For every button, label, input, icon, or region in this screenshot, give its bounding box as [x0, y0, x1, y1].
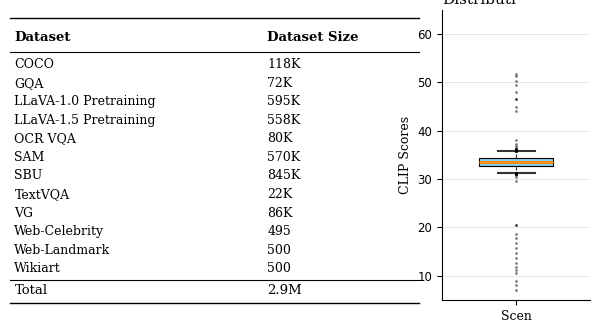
Text: VG: VG — [14, 207, 33, 219]
Text: 495: 495 — [268, 225, 291, 238]
Text: Web-Landmark: Web-Landmark — [14, 244, 111, 257]
Text: GQA: GQA — [14, 77, 44, 90]
Text: 86K: 86K — [268, 207, 293, 219]
Text: SBU: SBU — [14, 170, 43, 183]
Text: 2.9M: 2.9M — [268, 284, 302, 297]
Text: LLaVA-1.0 Pretraining: LLaVA-1.0 Pretraining — [14, 95, 156, 108]
Text: 22K: 22K — [268, 188, 293, 201]
Text: Dataset: Dataset — [14, 31, 71, 44]
Text: Total: Total — [14, 284, 48, 297]
Text: COCO: COCO — [14, 58, 54, 71]
Text: Distributi: Distributi — [442, 0, 516, 7]
Text: Wikiart: Wikiart — [14, 262, 61, 275]
Text: 500: 500 — [268, 262, 291, 275]
Text: 558K: 558K — [268, 114, 301, 127]
Text: Web-Celebrity: Web-Celebrity — [14, 225, 104, 238]
Text: SAM: SAM — [14, 151, 45, 164]
Text: 595K: 595K — [268, 95, 300, 108]
Text: Dataset Size: Dataset Size — [268, 31, 359, 44]
Text: 72K: 72K — [268, 77, 293, 90]
Y-axis label: CLIP Scores: CLIP Scores — [399, 116, 412, 194]
Text: 118K: 118K — [268, 58, 301, 71]
Text: TextVQA: TextVQA — [14, 188, 70, 201]
Text: OCR VQA: OCR VQA — [14, 132, 76, 145]
Text: 845K: 845K — [268, 170, 301, 183]
Text: 500: 500 — [268, 244, 291, 257]
Text: LLaVA-1.5 Pretraining: LLaVA-1.5 Pretraining — [14, 114, 156, 127]
PathPatch shape — [479, 158, 553, 167]
Text: 570K: 570K — [268, 151, 301, 164]
Text: 80K: 80K — [268, 132, 293, 145]
